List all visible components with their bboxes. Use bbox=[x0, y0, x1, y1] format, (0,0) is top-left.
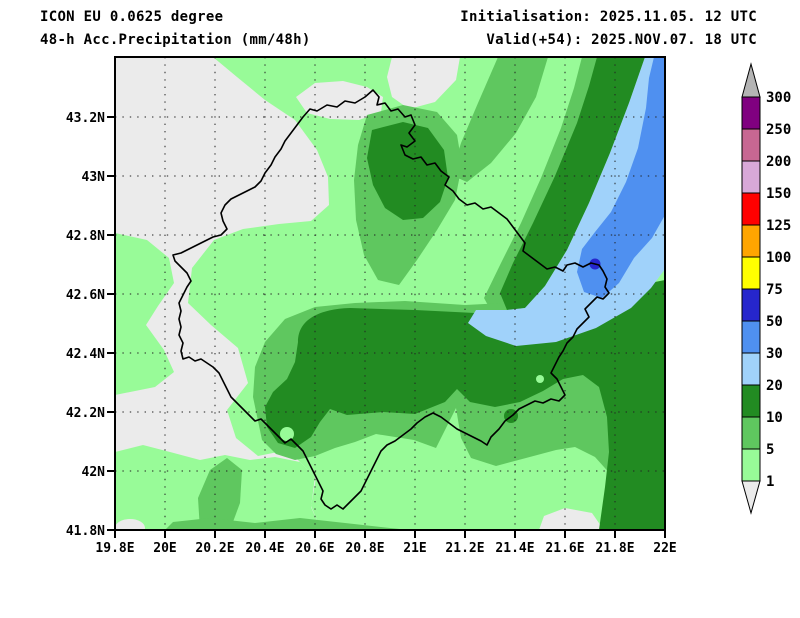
x-tick-label: 21.4E bbox=[495, 541, 534, 556]
x-tick-label: 20E bbox=[153, 541, 176, 556]
precip-hole-below-1mm bbox=[387, 57, 460, 109]
x-tick-label: 21E bbox=[403, 541, 426, 556]
gridlines bbox=[115, 57, 665, 530]
x-tick-label: 21.8E bbox=[595, 541, 634, 556]
colorbar-label: 200 bbox=[766, 154, 791, 170]
precip-hole-1-5mm bbox=[536, 375, 544, 383]
colorbar-label: 250 bbox=[766, 122, 791, 138]
init-time-label: Initialisation: 2025.11.05. 12 UTC bbox=[460, 9, 757, 25]
colorbar-label: 20 bbox=[766, 378, 783, 394]
precip-region-10-20mm bbox=[500, 57, 645, 310]
x-tick-label: 19.8E bbox=[95, 541, 134, 556]
country-border bbox=[172, 89, 610, 510]
precip-hole-below-1mm bbox=[197, 402, 217, 420]
precip-region-10-20mm bbox=[367, 122, 448, 220]
precip-region-1-5mm bbox=[115, 233, 174, 395]
x-tick-label: 20.4E bbox=[245, 541, 284, 556]
map-frame bbox=[114, 56, 666, 531]
y-tick-label: 42.8N bbox=[66, 229, 105, 244]
colorbar-label: 30 bbox=[766, 346, 783, 362]
x-tick-label: 20.8E bbox=[345, 541, 384, 556]
map-plot-area bbox=[115, 57, 665, 530]
y-tick-label: 42.2N bbox=[66, 406, 105, 421]
colorbar-label: 100 bbox=[766, 250, 791, 266]
x-tick-label: 20.2E bbox=[195, 541, 234, 556]
colorbar-label: 10 bbox=[766, 410, 783, 426]
colorbar-block bbox=[741, 128, 761, 162]
precip-region-30-50mm bbox=[577, 57, 665, 298]
colorbar-block bbox=[741, 416, 761, 450]
colorbar-label: 75 bbox=[766, 282, 783, 298]
colorbar-label: 300 bbox=[766, 90, 791, 106]
colorbar-block bbox=[741, 288, 761, 322]
y-tick-label: 43N bbox=[82, 170, 106, 185]
colorbar-block bbox=[741, 384, 761, 418]
x-axis-labels: 19.8E 20E 20.2E 20.4E 20.6E 20.8E 21E 21… bbox=[95, 541, 676, 556]
y-tick-label: 42N bbox=[82, 465, 106, 480]
x-tick-label: 20.6E bbox=[295, 541, 334, 556]
precip-region-5-10mm bbox=[198, 458, 242, 530]
axis-ticks bbox=[107, 116, 666, 538]
colorbar-block bbox=[741, 224, 761, 258]
y-axis-labels: 43.2N 43N 42.8N 42.6N 42.4N 42.2N 42N 41… bbox=[66, 111, 105, 539]
colorbar-block bbox=[741, 96, 761, 130]
y-tick-label: 41.8N bbox=[66, 524, 105, 539]
colorbar-block bbox=[741, 320, 761, 354]
colorbar-block bbox=[741, 160, 761, 194]
colorbar: 300 250 200 150 125 100 75 50 30 20 10 5… bbox=[741, 62, 791, 515]
precip-hole-below-1mm bbox=[539, 508, 602, 530]
colorbar-arrow-below bbox=[741, 480, 761, 515]
precip-hole-below-1mm bbox=[115, 519, 145, 530]
colorbar-label: 1 bbox=[766, 474, 774, 490]
colorbar-label: 50 bbox=[766, 314, 783, 330]
colorbar-block bbox=[741, 256, 761, 290]
model-title: ICON EU 0.0625 degree bbox=[40, 9, 223, 25]
y-tick-label: 42.4N bbox=[66, 347, 105, 362]
y-tick-label: 43.2N bbox=[66, 111, 105, 126]
precip-hole-1-5mm bbox=[280, 427, 294, 441]
precip-region-5-10mm bbox=[165, 518, 410, 530]
x-tick-label: 21.6E bbox=[545, 541, 584, 556]
valid-time-label: Valid(+54): 2025.NOV.07. 18 UTC bbox=[486, 32, 757, 48]
product-title: 48-h Acc.Precipitation (mm/48h) bbox=[40, 32, 311, 48]
x-tick-label: 22E bbox=[653, 541, 676, 556]
precip-region-5-10mm bbox=[451, 57, 548, 182]
precip-region-10-20mm bbox=[265, 280, 665, 530]
colorbar-block bbox=[741, 448, 761, 482]
colorbar-label: 5 bbox=[766, 442, 774, 458]
colorbar-label: 150 bbox=[766, 186, 791, 202]
colorbar-block bbox=[741, 192, 761, 226]
x-tick-label: 21.2E bbox=[445, 541, 484, 556]
colorbar-arrow-above bbox=[741, 62, 761, 98]
colorbar-label: 125 bbox=[766, 218, 791, 234]
y-tick-label: 42.6N bbox=[66, 288, 105, 303]
colorbar-block bbox=[741, 352, 761, 386]
